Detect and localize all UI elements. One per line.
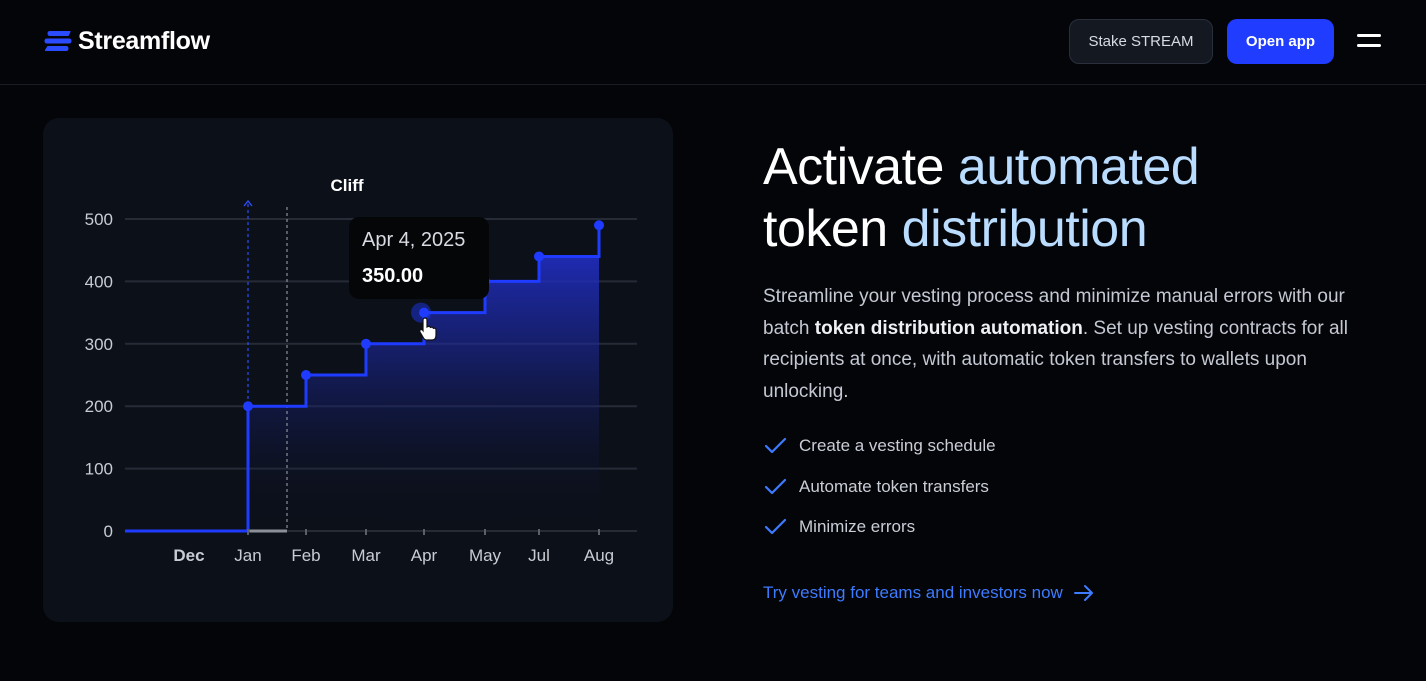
data-point [301,370,311,380]
arrow-right-icon [1073,585,1093,601]
hero-description: Streamline your vesting process and mini… [763,281,1393,407]
pointer-cursor-icon [419,317,437,341]
x-tick-label: Aug [584,546,614,565]
vesting-step-line [125,225,601,533]
data-point [419,307,429,318]
tooltip-value: 350.00 [362,265,424,287]
feature-label: Automate token transfers [799,476,989,496]
feature-item: Automate token transfers [763,467,996,508]
y-tick-label: 400 [85,272,113,291]
stake-stream-button[interactable]: Stake STREAM [1069,19,1213,64]
feature-item: Minimize errors [763,507,996,548]
try-vesting-link[interactable]: Try vesting for teams and investors now [763,580,1095,606]
streamflow-logo-icon [44,31,72,51]
data-point [243,401,253,412]
hamburger-menu-icon[interactable] [1357,32,1383,52]
data-point [594,220,604,231]
y-tick-label: 0 [104,522,113,541]
hero-title-accent2: distribution [901,200,1148,258]
hero-title: Activate automated token distribution [763,136,1383,260]
top-nav: Streamflow Stake STREAM Open app [0,0,1426,85]
feature-list: Create a vesting schedule Automate token… [763,426,996,548]
check-icon [764,478,787,494]
data-point [361,338,371,349]
data-point [534,251,544,262]
feature-item: Create a vesting schedule [763,426,996,467]
cliff-arrow-icon [243,199,253,207]
hero-title-part1: Activate [763,138,958,196]
hero-title-part2: token [763,200,902,258]
x-tick-label: Jul [528,546,550,565]
x-tick-label: Feb [291,546,320,565]
x-tick-label: Apr [411,546,438,565]
brand-logo[interactable]: Streamflow [44,26,210,56]
area-fill [248,225,599,531]
x-tick-label: Dec [173,546,204,565]
brand-name: Streamflow [78,26,210,55]
check-icon [764,438,787,454]
y-tick-label: 200 [85,397,113,416]
open-app-button[interactable]: Open app [1227,19,1334,64]
description-bold: token distribution automation [814,317,1083,339]
chart-title: Cliff [330,176,363,195]
chart-tooltip: Apr 4, 2025 350.00 [349,217,489,299]
description-part2: . Set up vesting contracts for all recip… [763,317,1348,402]
feature-label: Create a vesting schedule [799,436,996,456]
hero-title-accent1: automated [957,138,1200,196]
x-tick-label: May [469,546,502,565]
check-icon [764,519,787,535]
x-tick-label: Mar [351,546,381,565]
feature-label: Minimize errors [799,517,916,537]
tooltip-date: Apr 4, 2025 [362,229,466,251]
vesting-chart-card: 0 100 200 300 400 500 Dec Jan Feb Mar Apr May Jul Au… [43,118,673,622]
cta-label: Try vesting for teams and investors now [763,583,1063,602]
y-tick-label: 300 [85,335,113,354]
description-part1: Streamline your vesting process and mini… [763,286,1345,339]
vesting-chart: 0 100 200 300 400 500 Dec Jan Feb Mar Apr May Jul Au… [85,176,637,565]
x-tick-label: Jan [234,546,261,565]
y-tick-label: 100 [85,460,113,479]
y-tick-label: 500 [85,210,113,229]
